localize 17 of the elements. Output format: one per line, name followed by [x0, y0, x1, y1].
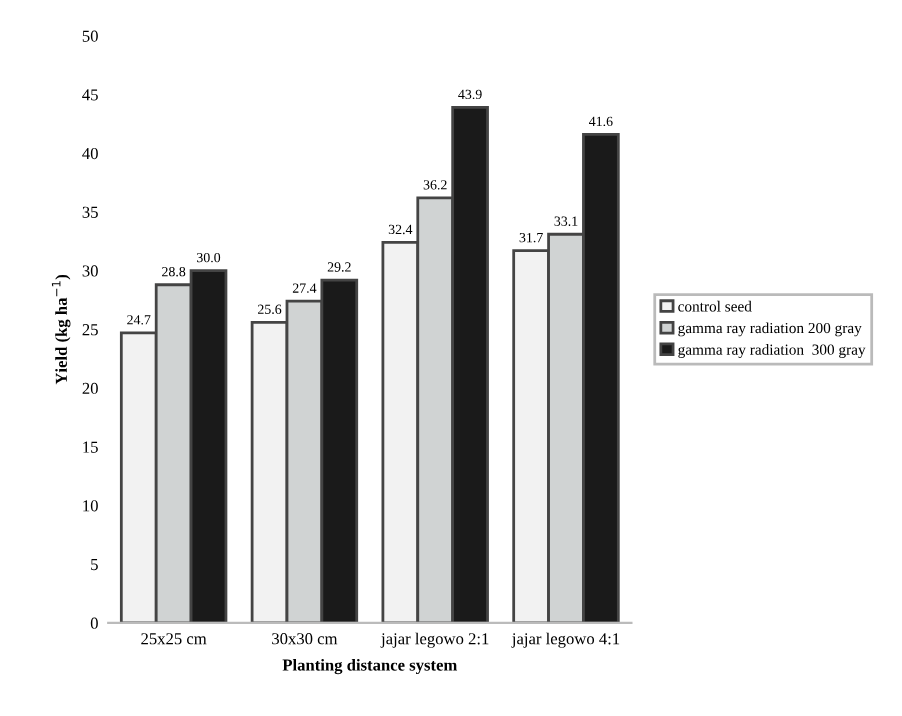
- y-tick-label: 40: [82, 147, 98, 160]
- y-tick-label: 20: [82, 382, 98, 395]
- x-tick-label: jajar legowo 4:1: [511, 632, 620, 648]
- y-tick-label: 50: [82, 30, 98, 42]
- y-axis-title: Yield (kg ha$^{−1}$): [51, 274, 71, 385]
- y-tick-label: 25: [82, 324, 98, 336]
- y-tick-label: 45: [82, 89, 98, 101]
- y-tick-label: 10: [83, 500, 98, 512]
- x-tick-label: 30x30 cm: [272, 633, 338, 645]
- x-axis-title: Planting distance system: [282, 658, 458, 675]
- x-tick-label: 25x25 cm: [141, 633, 207, 645]
- y-tick-label: 15: [83, 441, 98, 453]
- y-tick-label: 0: [90, 617, 98, 629]
- y-tick-label: 35: [82, 206, 98, 218]
- y-tick-label: 30: [82, 265, 98, 277]
- y-tick-label: 5: [91, 559, 98, 571]
- x-tick-label: jajar legowo 2:1: [380, 632, 489, 648]
